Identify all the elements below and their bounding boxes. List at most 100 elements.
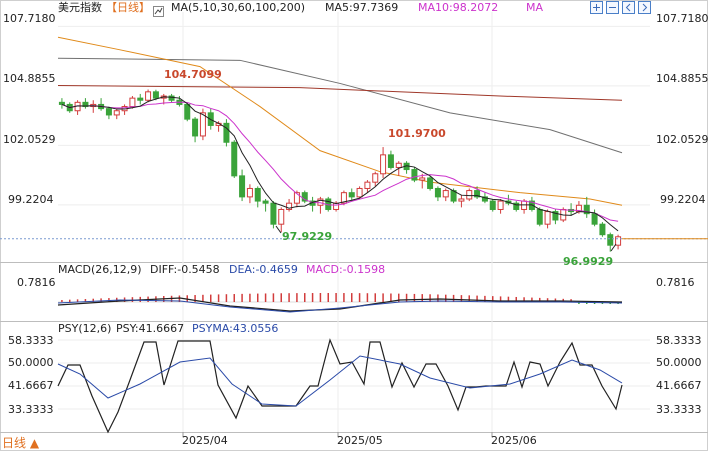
ma60-line <box>57 85 623 101</box>
candle-body <box>372 173 379 183</box>
candle-body <box>317 198 324 206</box>
candle-body <box>82 101 89 108</box>
candle-body <box>497 200 504 210</box>
candle-body <box>199 112 206 137</box>
candle-body <box>615 236 622 246</box>
main-axis-left-1: 107.7180 <box>3 12 56 25</box>
x-axis-label-may: 2025/05 <box>337 434 383 447</box>
candle-body <box>474 190 481 198</box>
main-axis-right-2: 104.8855 <box>656 72 708 85</box>
annotation-low-2: 96.9929 <box>563 255 614 268</box>
x-axis-label-jun: 2025/06 <box>491 434 537 447</box>
candle-body <box>137 97 144 101</box>
psy-axis-left-4: 33.3333 <box>8 403 54 416</box>
candle-body <box>58 101 65 105</box>
ma10-line <box>61 101 619 222</box>
x-axis-label-apr: 2025/04 <box>182 434 228 447</box>
period-tag[interactable]: 【日线】 <box>106 1 150 14</box>
candle-body <box>129 97 136 108</box>
candle-body <box>411 169 418 181</box>
ma30-line <box>57 36 623 206</box>
main-axis-left-4: 99.2204 <box>8 193 54 206</box>
macd-axis-left: 0.7816 <box>17 276 56 289</box>
annotation-low-1-arrow <box>275 225 282 234</box>
candle-body <box>481 196 488 202</box>
annotation-low-1: 97.9229 <box>282 230 333 243</box>
candle-body <box>340 192 347 204</box>
psyma-value: PSYMA:43.0556 <box>192 322 279 335</box>
annotation-low-2-arrow <box>610 243 617 252</box>
candle-body <box>380 154 387 175</box>
psy-axis-right-3: 41.6667 <box>656 379 702 392</box>
candle-body <box>348 192 355 198</box>
candle-body <box>419 177 426 181</box>
symbol-title: 美元指数 <box>58 1 102 14</box>
macd-dea-line <box>57 299 623 313</box>
ma5-line <box>61 96 619 232</box>
candle-body <box>442 190 449 198</box>
candle-body <box>168 95 175 101</box>
settings-icon[interactable] <box>153 2 164 17</box>
candle-body <box>513 202 520 210</box>
zoom-out-icon[interactable] <box>606 1 619 14</box>
period-selector[interactable]: 日线 ▲ <box>2 436 40 450</box>
psy-axis-right-1: 58.3333 <box>656 334 702 347</box>
candle-body <box>599 223 606 236</box>
candle-body <box>254 187 261 202</box>
candle-body <box>607 234 614 246</box>
candle-body <box>239 175 246 198</box>
candle-body <box>466 190 473 200</box>
candle-body <box>293 192 300 204</box>
main-axis-right-1: 107.7180 <box>656 12 708 25</box>
candle-body <box>395 162 402 168</box>
candle-body <box>192 118 199 137</box>
macd-diff-line <box>57 297 623 312</box>
macd-label: MACD(26,12,9) <box>58 263 142 276</box>
candle-body <box>184 103 191 120</box>
macd-macd-value: MACD:-0.1598 <box>306 263 386 276</box>
scroll-right-icon[interactable] <box>638 1 651 14</box>
candle-body <box>223 122 230 143</box>
candle-body <box>270 202 277 225</box>
macd-dea-value: DEA:-0.4659 <box>229 263 298 276</box>
candle-body <box>246 187 253 198</box>
psy-axis-left-1: 58.3333 <box>8 334 54 347</box>
psyma-line <box>57 355 623 407</box>
candle-body <box>364 181 371 189</box>
candle-body <box>427 177 434 189</box>
ma10-value: MA10:98.2072 <box>418 1 499 14</box>
psy-axis-right-4: 33.3333 <box>656 403 702 416</box>
candle-body <box>145 91 152 101</box>
scroll-left-icon[interactable] <box>622 1 635 14</box>
candle-body <box>458 198 465 202</box>
psy-value: PSY:41.6667 <box>116 322 185 335</box>
candle-body <box>387 154 394 168</box>
candle-body <box>536 208 543 225</box>
macd-axis-right: 0.7816 <box>656 276 695 289</box>
candle-body <box>489 200 496 210</box>
candle-body <box>583 204 590 215</box>
candle-body <box>356 187 363 198</box>
annotation-high-1: 104.7099 <box>164 68 222 81</box>
main-axis-left-3: 102.0529 <box>3 133 56 146</box>
candle-body <box>301 192 308 202</box>
candle-body <box>278 208 285 225</box>
psy-axis-left-3: 41.6667 <box>8 379 54 392</box>
candle-body <box>152 91 159 99</box>
psy-line <box>57 338 623 434</box>
ma100-line <box>57 57 623 154</box>
candle-body <box>544 211 551 225</box>
candle-body <box>113 110 120 116</box>
main-axis-left-2: 104.8855 <box>3 72 56 85</box>
zoom-in-icon[interactable] <box>590 1 603 14</box>
main-axis-right-3: 102.0529 <box>656 133 708 146</box>
psy-axis-left-2: 50.0000 <box>8 356 54 369</box>
candle-body <box>552 211 559 221</box>
psy-axis-right-2: 50.0000 <box>656 356 702 369</box>
ma-more-label: MA <box>526 1 544 14</box>
annotation-high-2: 101.9700 <box>388 127 446 140</box>
ma5-value: MA5:97.7369 <box>325 1 399 14</box>
candle-body <box>262 200 269 204</box>
candle-body <box>591 213 598 225</box>
